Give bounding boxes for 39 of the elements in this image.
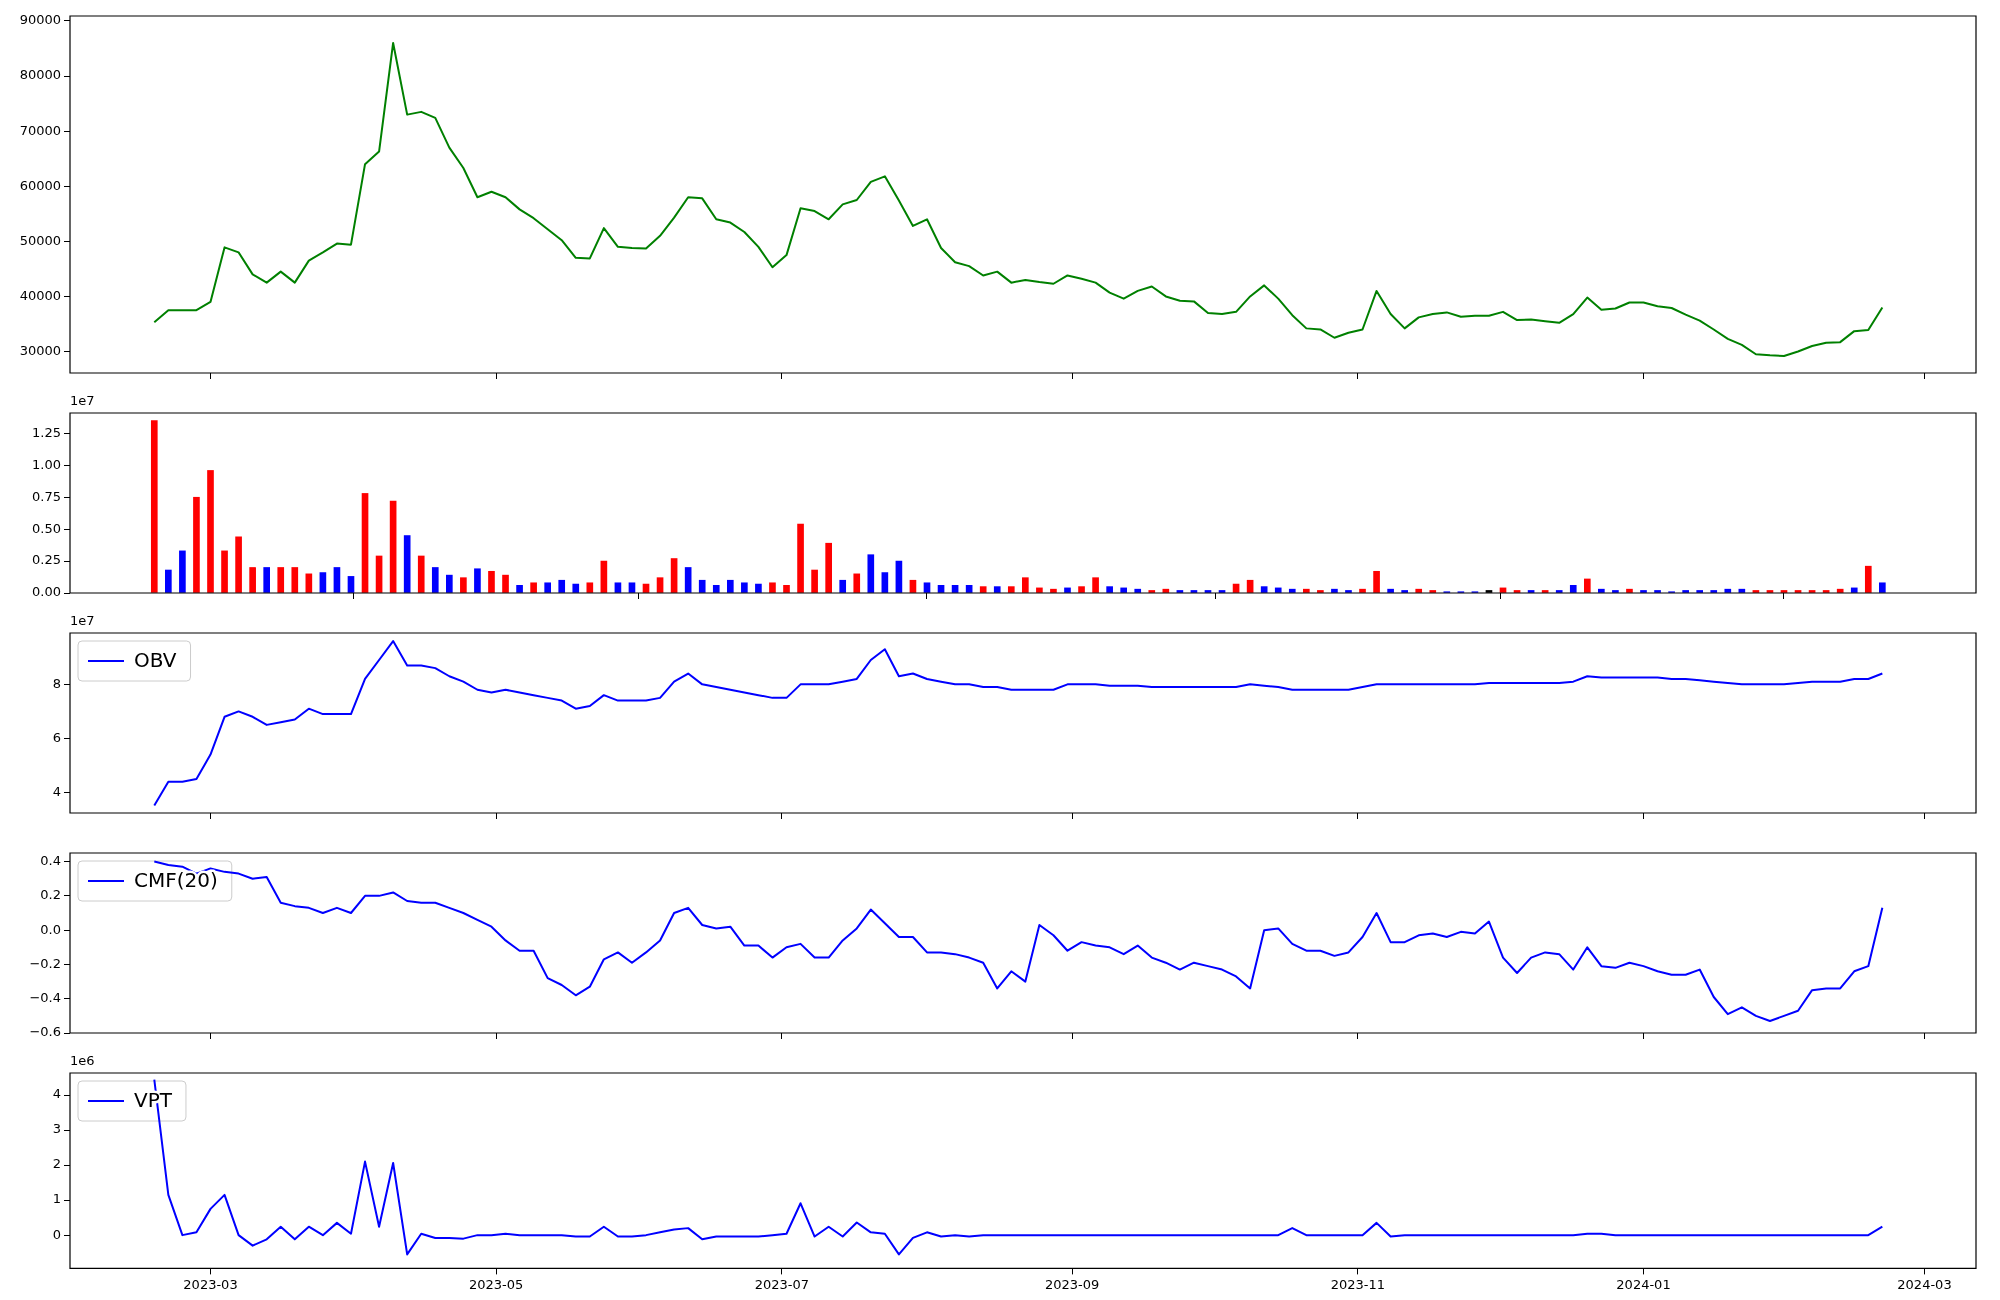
y-tick-label: 1.25 <box>32 424 61 440</box>
y-tick-label: 1.00 <box>32 456 61 472</box>
y-tick-label: 4 <box>52 1086 61 1102</box>
y-tick-label: 1 <box>52 1191 61 1207</box>
y-tick-label: 80000 <box>19 67 61 83</box>
y-tick-label: 0.00 <box>32 584 61 600</box>
y-tick-label: 6 <box>52 729 61 745</box>
y-tick-label: 8 <box>52 675 61 691</box>
text: 1e7 <box>70 612 95 628</box>
x-tick-label: 2023-03 <box>183 1276 238 1292</box>
y-tick-label: −0.4 <box>29 990 61 1006</box>
x-tick-label: 2024-03 <box>1897 1276 1952 1292</box>
y-tick-label: −0.2 <box>29 955 61 971</box>
y-tick-label: 0.2 <box>40 887 61 903</box>
y-tick-label: 0.50 <box>32 520 61 536</box>
y-tick-label: 2 <box>52 1156 61 1172</box>
y-tick-label: 90000 <box>19 12 61 28</box>
y-tick-label: 0.25 <box>32 552 61 568</box>
y-tick-label: 4 <box>52 783 61 799</box>
legend-label: CMF(20) <box>134 868 218 893</box>
x-tick-label: 2023-11 <box>1330 1276 1385 1292</box>
y-tick-label: 60000 <box>19 177 61 193</box>
y-tick-label: 3 <box>52 1121 61 1137</box>
x-tick-label: 2024-01 <box>1616 1276 1671 1292</box>
legend-label: OBV <box>134 648 177 673</box>
x-tick-label: 2023-05 <box>468 1276 524 1292</box>
x-tick-label: 2023-09 <box>1045 1276 1100 1292</box>
text: 1e6 <box>70 1052 95 1068</box>
y-tick-label: 30000 <box>19 342 61 358</box>
y-tick-label: 0.75 <box>32 488 61 504</box>
x-tick-label: 2023-07 <box>754 1276 809 1292</box>
y-tick-label: 70000 <box>19 122 61 138</box>
y-tick-label: 50000 <box>19 232 61 248</box>
text: 1e7 <box>70 392 95 408</box>
y-tick-label: 0 <box>52 1226 61 1242</box>
y-tick-label: −0.6 <box>29 1024 61 1040</box>
y-tick-label: 0.0 <box>40 921 61 937</box>
y-tick-label: 0.4 <box>40 852 61 868</box>
y-tick-label: 40000 <box>19 287 61 303</box>
